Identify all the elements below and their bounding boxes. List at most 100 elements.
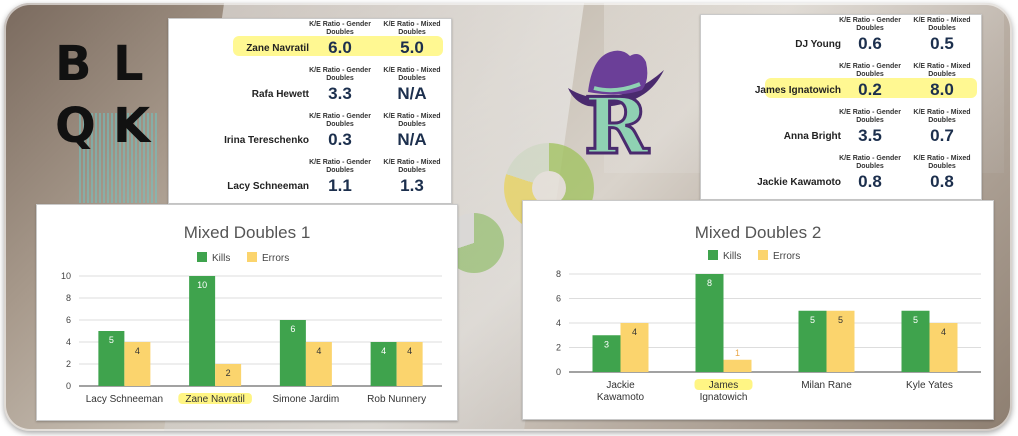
data-label-kills: 4 <box>381 346 386 356</box>
y-tick-label: 8 <box>66 293 71 303</box>
legend-label-kills: Kills <box>723 251 741 262</box>
player-name: Zane Navratil <box>246 43 309 54</box>
logo-letter: K <box>113 98 151 154</box>
data-label-errors: 4 <box>135 346 140 356</box>
chart-title: Mixed Doubles 2 <box>695 223 822 242</box>
data-label-kills: 8 <box>707 278 712 288</box>
mixed-doubles-ratio: 1.3 <box>400 176 424 195</box>
bar-kills <box>695 274 724 372</box>
bar-kills <box>370 342 397 386</box>
gender-doubles-header: K/E Ratio - Gender Doubles <box>309 67 371 82</box>
category-highlight <box>178 393 252 404</box>
player-name: DJ Young <box>795 39 841 50</box>
data-label-errors: 4 <box>316 346 321 356</box>
legend-label-errors: Errors <box>773 251 800 262</box>
bar-errors <box>305 342 332 386</box>
y-tick-label: 0 <box>66 381 71 391</box>
bar-errors <box>826 310 855 372</box>
x-tick-label: Kawamoto <box>597 392 645 403</box>
x-tick-label: Jackie <box>606 380 635 391</box>
player-name: Jackie Kawamoto <box>757 177 841 188</box>
mixed-doubles-ratio: 0.8 <box>930 172 954 191</box>
mixed-doubles-header: K/E Ratio - Mixed Doubles <box>913 109 971 124</box>
mixed-doubles-header: K/E Ratio - Mixed Doubles <box>383 159 441 174</box>
bar-errors <box>396 342 423 386</box>
gender-doubles-ratio: 0.8 <box>858 172 882 191</box>
chart-title: Mixed Doubles 1 <box>184 223 311 242</box>
legend-label-kills: Kills <box>212 253 230 264</box>
player-name: Rafa Hewett <box>251 89 309 100</box>
ke-row: K/E Ratio - Gender Doubles K/E Ratio - Mi… <box>701 61 981 109</box>
x-tick-label: Lacy Schneeman <box>86 394 163 405</box>
mixed-doubles-header: K/E Ratio - Mixed Doubles <box>383 113 441 128</box>
legend-label-errors: Errors <box>262 253 289 264</box>
gender-doubles-header: K/E Ratio - Gender Doubles <box>309 113 371 128</box>
y-tick-label: 0 <box>556 367 561 377</box>
gender-doubles-ratio: 3.3 <box>328 84 352 103</box>
player-name: James Ignatowich <box>754 85 841 96</box>
mixed-doubles-ratio: 8.0 <box>930 80 954 99</box>
data-label-errors: 4 <box>407 346 412 356</box>
gender-doubles-ratio: 6.0 <box>328 38 352 57</box>
ke-row: K/E Ratio - Gender Doubles K/E Ratio - Mi… <box>169 65 451 113</box>
logo-r-letter: R <box>583 81 651 172</box>
mixed-doubles-ratio: N/A <box>397 84 427 103</box>
mixed-doubles-ratio: 0.7 <box>930 126 954 145</box>
mixed-doubles-ratio: N/A <box>397 130 427 149</box>
bar-errors <box>929 323 958 372</box>
mixed-doubles-header: K/E Ratio - Mixed Doubles <box>913 155 971 170</box>
data-label-kills: 10 <box>197 280 207 290</box>
y-tick-label: 4 <box>556 318 561 328</box>
bar-kills <box>798 310 827 372</box>
ke-row: K/E Ratio - Gender Doubles K/E Ratio - Mi… <box>169 19 451 67</box>
gender-doubles-header: K/E Ratio - Gender Doubles <box>309 21 371 36</box>
category-highlight <box>694 379 753 390</box>
bar-errors <box>620 323 649 372</box>
logo-letter: Q <box>55 98 96 154</box>
y-tick-label: 6 <box>66 315 71 325</box>
data-label-errors: 2 <box>226 368 231 378</box>
y-tick-label: 4 <box>66 337 71 347</box>
mixed-doubles-ratio: 5.0 <box>400 38 424 57</box>
mixed-doubles-header: K/E Ratio - Mixed Doubles <box>913 63 971 78</box>
name-highlight <box>233 36 443 56</box>
y-tick-label: 2 <box>556 343 561 353</box>
ke-row: K/E Ratio - Gender Doubles K/E Ratio - Mi… <box>701 15 981 63</box>
name-highlight <box>765 78 977 98</box>
cowboy-r-logo: R <box>560 40 670 170</box>
x-tick-label: Milan Rane <box>801 380 852 391</box>
legend-swatch-kills <box>197 252 207 262</box>
bar-kills <box>98 331 125 386</box>
bar-errors <box>723 359 752 372</box>
mixed-doubles-ratio: 0.5 <box>930 34 954 53</box>
y-tick-label: 8 <box>556 269 561 279</box>
bar-errors <box>215 364 242 386</box>
y-tick-label: 10 <box>61 271 71 281</box>
mixed-doubles-header: K/E Ratio - Mixed Doubles <box>383 21 441 36</box>
bar-kills <box>901 310 930 372</box>
ke-ratio-table-left: K/E Ratio - Gender Doubles K/E Ratio - Mi… <box>168 18 452 204</box>
bar-kills <box>279 320 306 386</box>
blqk-logo: B L Q K <box>55 40 165 170</box>
x-tick-label: Zane Navratil <box>185 394 244 405</box>
data-label-kills: 5 <box>109 335 114 345</box>
data-label-errors: 1 <box>735 348 740 358</box>
x-tick-label: Simone Jardim <box>273 394 340 405</box>
player-name: Irina Tereschenko <box>224 135 309 146</box>
player-name: Lacy Schneeman <box>227 181 309 192</box>
x-tick-label: James <box>709 380 738 391</box>
bar-errors <box>124 342 151 386</box>
data-label-kills: 5 <box>913 315 918 325</box>
cowboy-hat-icon <box>568 50 664 107</box>
data-label-errors: 4 <box>941 327 946 337</box>
y-tick-label: 6 <box>556 294 561 304</box>
bar-chart-mixed-doubles-1: Mixed Doubles 1 Kills Errors 0 2 4 6 8 10 5 4 Lacy … <box>61 223 442 405</box>
gender-doubles-ratio: 0.3 <box>328 130 352 149</box>
gender-doubles-ratio: 1.1 <box>328 176 352 195</box>
player-name: Anna Bright <box>783 131 841 142</box>
mixed-doubles-header: K/E Ratio - Mixed Doubles <box>913 17 971 32</box>
ke-row: K/E Ratio - Gender Doubles K/E Ratio - Mi… <box>701 107 981 155</box>
bar-kills <box>592 335 621 372</box>
gender-doubles-header: K/E Ratio - Gender Doubles <box>839 17 901 32</box>
